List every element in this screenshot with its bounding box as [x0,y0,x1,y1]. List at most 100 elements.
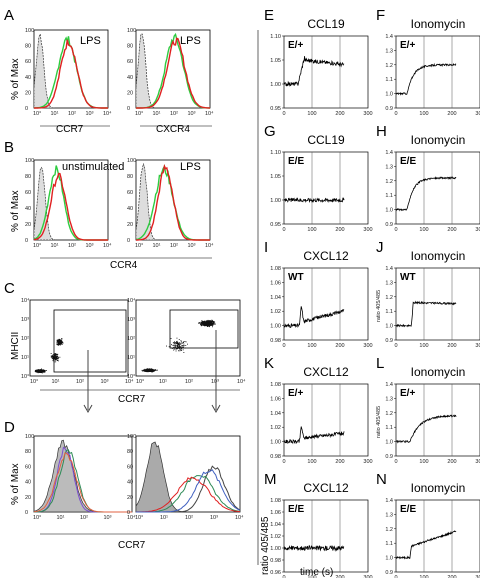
dot [209,323,211,325]
dot [174,341,175,343]
calcium-trace-f [395,62,457,96]
dotC2-ytick-3: 10³ [127,317,135,323]
dot [209,322,211,324]
calcium-trace-i [283,306,345,328]
calcium-xtick-f-3: 300 [475,111,480,117]
dot [56,358,57,360]
dot [61,338,63,339]
histB1-xtick-2: 10² [68,243,76,249]
histogram-b-right: 10° 10¹ 10² 10³ 10⁴ 0 20 40 60 80 100 [127,158,214,249]
histD2-xtick-1: 10¹ [160,515,168,521]
dot [37,372,39,374]
panel-label-h: H [376,123,387,140]
calcium-xtick-k-0: 0 [282,459,285,465]
dotC1-xtick-3: 10³ [101,379,109,385]
panel-c-right-box [135,299,241,377]
calcium-panel-e: CCL19 E/+ 0.95 1.00 1.05 1.10 0 100 200 300 [270,17,372,117]
panel-c-ylabel: MHCII [10,332,21,360]
dotC2-xtick-3: 10³ [211,379,219,385]
dot [52,354,54,356]
panel-a-ylabel: % of Max [10,58,21,100]
calcium-box-g [283,151,369,225]
calcium-ylabel-j: ratio 405/485 [376,290,382,322]
panel-label-l: L [376,355,384,372]
dot [204,322,205,323]
dot [152,369,154,371]
dot [51,358,53,360]
histD1-ytick-3: 60 [25,464,31,470]
dot [201,324,203,326]
dot [181,345,183,347]
dot [154,369,156,371]
panel-label-f: F [376,7,385,24]
dot [174,346,176,348]
dot [58,356,59,358]
calcium-ytick-g-0: 0.95 [270,222,281,228]
histA2-ytick-2: 40 [127,75,133,81]
histA2-xtick-4: 10⁴ [205,110,214,117]
panel-a-left-label: LPS [80,35,101,47]
calcium-panel-f: Ionomycin E/+ 0.9 1.0 1.1 1.2 1.3 1.4 0 100 200 300 [385,17,480,117]
histD1-ytick-4: 80 [25,449,31,455]
dot [55,359,57,361]
histB2-curve-2 [136,164,210,241]
dot [150,369,152,371]
dot [41,372,43,374]
histD1-xtick-1: 10¹ [57,515,65,521]
dot [59,339,61,341]
histD1-ytick-2: 40 [25,480,31,486]
dot [59,340,61,342]
dot [146,369,148,371]
dot [175,343,177,345]
calcium-box-e [283,35,369,109]
histA1-xtick-3: 10³ [86,111,94,117]
calcium-ytick-m-1: 0.98 [270,558,281,564]
dot [143,369,145,371]
calcium-ytick-n-3: 1.2 [385,527,393,533]
dot [146,370,148,371]
calcium-trace-n [395,530,457,560]
dot [210,321,211,323]
dot [59,339,61,341]
dot [35,369,37,371]
dot [203,321,205,323]
calcium-xtick-f-1: 100 [419,111,428,117]
dotC2-xtick-1: 10¹ [159,379,167,385]
panel-c-left-box [29,299,129,377]
dot [60,343,62,345]
calcium-title-f: Ionomycin [411,17,466,31]
calcium-ytick-m-6: 1.08 [270,498,281,504]
calcium-xtick-e-2: 200 [335,111,344,117]
dot [207,325,208,327]
calcium-ytick-e-0: 0.95 [270,106,281,112]
calcium-ytick-k-2: 1.02 [270,425,281,431]
histB2-xtick-4: 10⁴ [205,242,214,249]
dot [198,322,200,324]
dot [177,346,179,348]
dot [150,368,152,370]
dot [166,345,167,347]
dot [179,349,181,351]
dot [205,323,207,325]
calcium-xtick-h-1: 100 [419,227,428,233]
dot [203,324,205,325]
histB1-ytick-0: 0 [25,238,28,244]
dot [213,321,215,323]
calcium-box-h [395,151,480,225]
calcium-xtick-n-3: 300 [475,575,480,578]
dot [52,360,54,362]
dot [205,321,207,323]
calcium-ytick-h-0: 0.9 [385,222,393,228]
dot [206,320,208,322]
histB2-ytick-3: 60 [127,190,133,196]
calcium-ytick-f-1: 1.0 [385,92,393,98]
dot [183,343,185,345]
calcium-ytick-f-5: 1.4 [385,34,393,40]
panel-b-ylabel: % of Max [10,190,21,232]
dot [55,355,57,356]
dot [60,342,62,343]
dot [212,324,214,326]
histogram-a-left: 10° 10¹ 10² 10³ 10⁴ 0 20 40 60 80 100 [25,28,112,117]
dot [152,370,154,372]
